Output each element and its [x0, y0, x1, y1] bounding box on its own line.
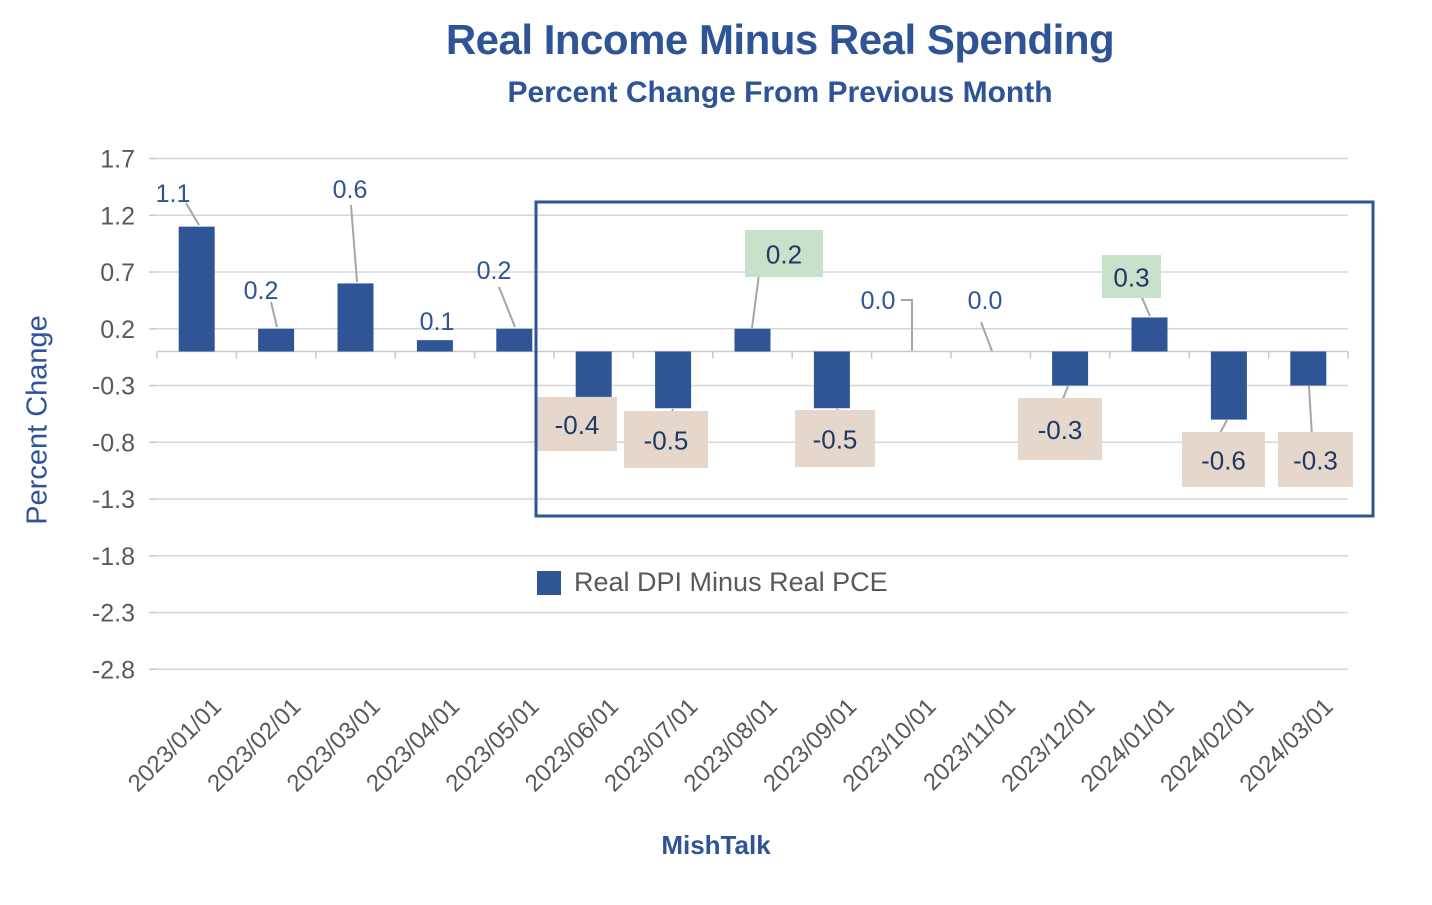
tan-label-box — [1182, 432, 1265, 487]
bar — [1052, 351, 1089, 386]
data-label: 0.1 — [420, 308, 455, 336]
green-label-box — [745, 230, 823, 277]
data-label: -0.5 — [813, 425, 858, 455]
data-label: 0.0 — [968, 287, 1003, 315]
legend-swatch-icon — [537, 570, 561, 595]
chart-subtitle: Percent Change From Previous Month — [507, 76, 1053, 109]
tan-label-box — [537, 397, 617, 451]
data-label: 0.3 — [1113, 263, 1149, 293]
data-label: 0.2 — [477, 257, 512, 285]
y-tick-label: 0.7 — [100, 259, 135, 287]
y-tick-label: 1.2 — [100, 202, 135, 230]
y-tick-label: -0.3 — [92, 373, 135, 401]
legend-label: Real DPI Minus Real PCE — [574, 567, 888, 597]
bar — [1210, 351, 1247, 420]
bar — [1290, 351, 1327, 386]
label-leader-line — [1308, 385, 1313, 438]
green-label-box — [1102, 255, 1161, 298]
data-label: 0.0 — [861, 287, 896, 315]
tan-label-box — [1278, 432, 1353, 487]
data-label: -0.4 — [555, 410, 600, 440]
y-tick-label: 0.2 — [100, 316, 135, 344]
data-label: -0.5 — [644, 426, 689, 456]
bar — [734, 328, 771, 352]
bar — [655, 351, 692, 409]
y-tick-label: -1.8 — [92, 543, 135, 571]
data-label: 0.2 — [244, 277, 279, 305]
label-leader-line — [901, 299, 913, 351]
bar — [258, 328, 295, 352]
data-label: -0.3 — [1293, 446, 1338, 476]
chart-title: Real Income Minus Real Spending — [445, 16, 1115, 63]
label-leader-line — [980, 321, 993, 352]
bar — [813, 351, 850, 409]
legend: Real DPI Minus Real PCE — [537, 567, 888, 598]
bar — [496, 328, 533, 352]
label-leader-line — [185, 202, 200, 226]
label-leader-line — [350, 204, 358, 283]
data-label: -0.3 — [1038, 415, 1083, 445]
tan-label-box — [1018, 398, 1102, 460]
data-label: 1.1 — [156, 180, 191, 208]
y-tick-label: 1.7 — [100, 146, 135, 174]
data-label: 0.6 — [333, 176, 368, 204]
bar — [1131, 317, 1168, 352]
label-leader-line — [270, 301, 278, 328]
callout-box — [534, 200, 1375, 518]
y-tick-label: -2.3 — [92, 600, 135, 628]
y-tick-label: -1.3 — [92, 486, 135, 514]
label-leader-line — [498, 286, 516, 328]
bar — [416, 340, 453, 352]
source-label: MishTalk — [661, 830, 771, 860]
tan-label-box — [795, 410, 875, 467]
y-tick-label: -0.8 — [92, 429, 135, 457]
y-tick-label: -2.8 — [92, 656, 135, 684]
bar — [575, 351, 612, 397]
tan-label-box — [624, 411, 708, 468]
data-label: 0.2 — [766, 240, 802, 270]
bar — [337, 283, 374, 352]
data-label: -0.6 — [1201, 446, 1246, 476]
bar — [178, 226, 215, 352]
